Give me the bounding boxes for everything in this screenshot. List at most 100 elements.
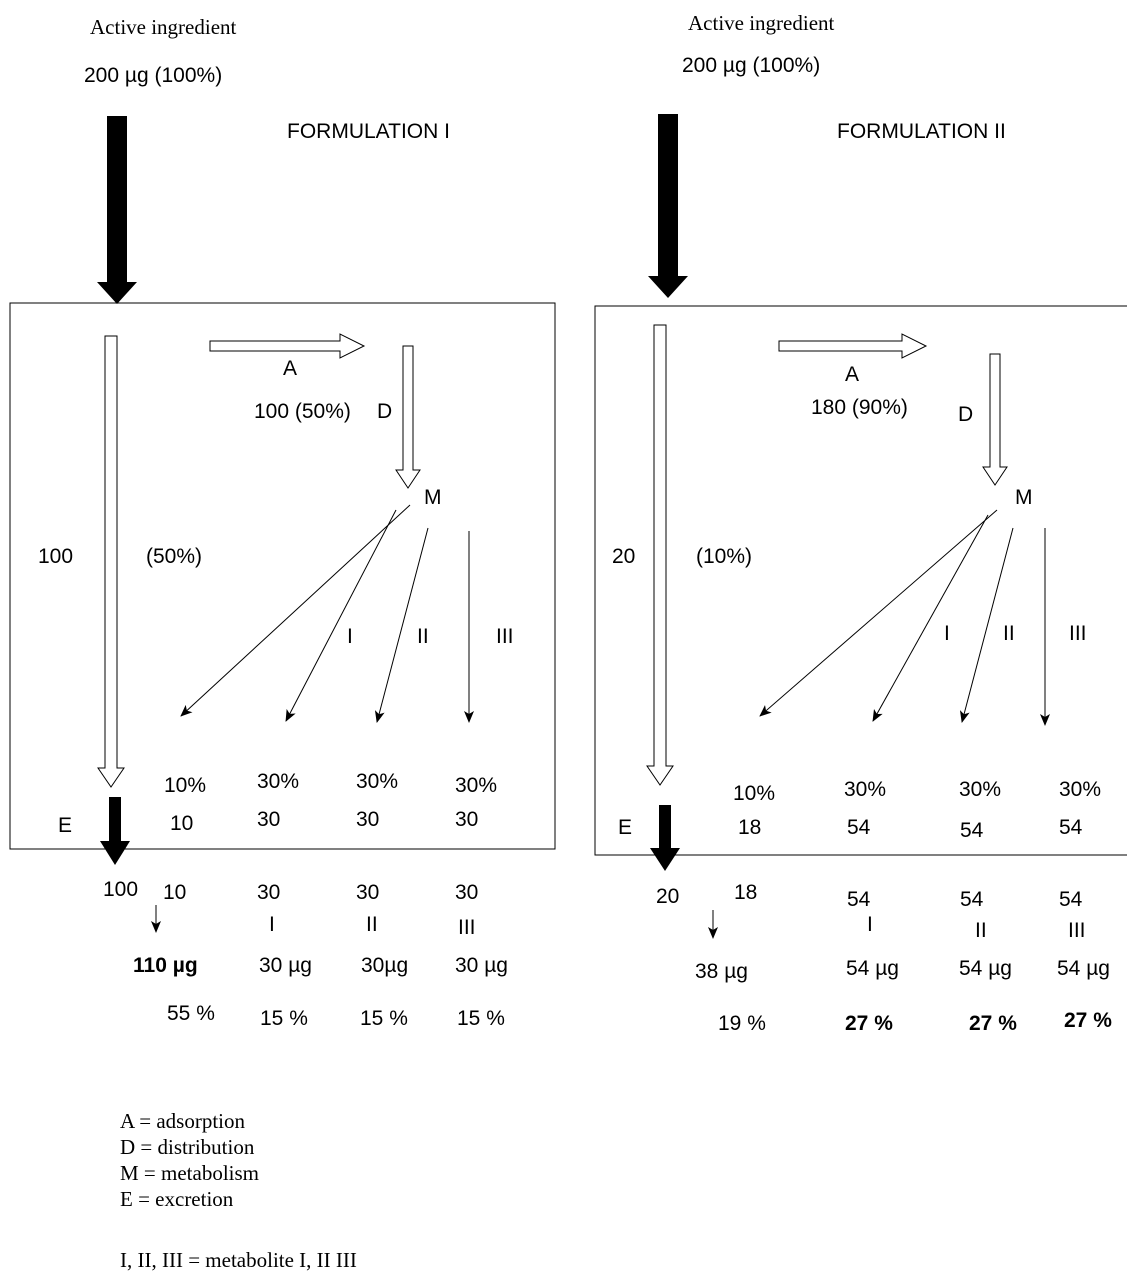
metabolism-arrow-i-i (285, 509, 397, 722)
metabolite-label-ii-ii: II (1003, 622, 1015, 645)
box-amt-i: 30 (257, 808, 280, 831)
out-amt-ii: 18 (734, 881, 757, 904)
total-pct-ii: 27 % (845, 1012, 893, 1035)
a-label-i: A (283, 357, 297, 380)
e-label-ii: E (618, 816, 632, 839)
body-box-i (9, 302, 556, 850)
direct-pct-i: (50%) (146, 545, 202, 568)
input-arrow-i (97, 116, 137, 304)
direct-pass-arrow-i (97, 335, 125, 788)
distribution-arrow-ii (982, 353, 1008, 486)
box-amt-i: 30 (455, 808, 478, 831)
out-metabolite-label-ii: II (975, 919, 987, 942)
excretion-arrow-i (100, 797, 130, 865)
out-amt-i: 30 (257, 881, 280, 904)
out-metabolite-label-i: I (269, 913, 275, 936)
excretion-arrow-ii (650, 805, 680, 871)
dose-label-ii: 200 µg (100%) (682, 54, 820, 77)
box-amt-i: 10 (170, 812, 193, 835)
direct-amount-ii: 20 (612, 545, 635, 568)
out-direct-ii: 20 (656, 885, 679, 908)
total-metabolite-iii-ii: 54 µg (1057, 957, 1110, 980)
a-value-i: 100 (50%) (254, 400, 351, 423)
out-amt-ii: 54 (847, 888, 871, 911)
box-amt-ii: 54 (1059, 816, 1083, 839)
absorption-arrow-i (209, 333, 366, 359)
legend-item: D = distribution (120, 1135, 255, 1159)
distribution-arrow-i (395, 345, 421, 489)
box-pct-ii: 30% (1059, 778, 1101, 801)
total-pct-i: 15 % (260, 1007, 308, 1030)
input-arrow-ii (648, 114, 688, 298)
formulation-ii: Active ingredient 200 µg (100%) FORMULAT… (594, 11, 1127, 1035)
box-pct-i: 30% (257, 770, 299, 793)
out-amt-i: 30 (455, 881, 478, 904)
out-direct-i: 100 (103, 878, 138, 901)
metabolism-arrow-ii-ii (959, 527, 1014, 723)
out-metabolite-label-ii: I (867, 913, 873, 936)
m-label-i: M (424, 486, 442, 509)
box-pct-i: 30% (356, 770, 398, 793)
d-label-i: D (377, 400, 392, 423)
out-metabolite-label-i: III (458, 916, 476, 939)
dose-label-i: 200 µg (100%) (84, 64, 222, 87)
active-ingredient-label-ii: Active ingredient (688, 11, 835, 35)
m-label-ii: M (1015, 486, 1033, 509)
total-pct-ii: 19 % (718, 1012, 766, 1035)
out-amt-i: 30 (356, 881, 379, 904)
total-excreted-ii: 38 µg (695, 960, 748, 983)
body-box-ii (594, 305, 1127, 856)
metabolite-label-ii-i: II (417, 625, 429, 648)
total-metabolite-ii-ii: 54 µg (959, 957, 1012, 980)
active-ingredient-label-i: Active ingredient (90, 15, 237, 39)
box-amt-ii: 54 (960, 819, 984, 842)
absorption-arrow-ii (778, 333, 928, 359)
box-amt-ii: 54 (847, 816, 871, 839)
legend-item: E = excretion (120, 1187, 234, 1211)
direct-pct-ii: (10%) (696, 545, 752, 568)
box-amt-ii: 18 (738, 816, 761, 839)
e-label-i: E (58, 814, 72, 837)
total-pct-i: 15 % (457, 1007, 505, 1030)
out-amt-ii: 54 (1059, 888, 1083, 911)
out-metabolite-label-i: II (366, 913, 378, 936)
total-metabolite-i: 30 µg (259, 954, 312, 977)
formulation-title-ii: FORMULATION II (837, 120, 1006, 143)
legend-item: M = metabolism (120, 1161, 260, 1185)
metabolite-label-iii-i: III (496, 625, 514, 648)
box-pct-i: 30% (455, 774, 497, 797)
formulation-title-i: FORMULATION I (287, 120, 450, 143)
total-pct-ii: 27 % (1064, 1009, 1112, 1032)
metabolism-arrow-excreted-i (180, 504, 411, 717)
total-pct-i: 15 % (360, 1007, 408, 1030)
metabolite-note: I, II, III = metabolite I, II III (120, 1248, 357, 1272)
total-metabolite-ii: 30µg (361, 954, 408, 977)
total-pct-i: 55 % (167, 1002, 215, 1025)
metabolite-label-iii-ii: III (1069, 622, 1087, 645)
direct-pass-arrow-ii (646, 324, 674, 786)
a-label-ii: A (845, 363, 859, 386)
out-amt-i: 10 (163, 881, 186, 904)
out-amt-ii: 54 (960, 888, 984, 911)
legend: A = adsorption D = distribution M = meta… (120, 1108, 259, 1212)
box-pct-ii: 10% (733, 782, 775, 805)
total-excreted-i: 110 µg (133, 954, 198, 977)
metabolite-label-i-i: I (347, 625, 353, 648)
a-value-ii: 180 (90%) (811, 396, 908, 419)
legend-item: A = adsorption (120, 1109, 246, 1133)
d-label-ii: D (958, 403, 973, 426)
box-pct-ii: 30% (959, 778, 1001, 801)
total-metabolite-iii: 30 µg (455, 954, 508, 977)
metabolism-arrow-excreted-ii (759, 509, 998, 717)
formulation-i: Active ingredient 200 µg (100%) FORMULAT… (9, 15, 556, 1030)
total-pct-ii: 27 % (969, 1012, 1017, 1035)
metabolism-arrow-i-ii (872, 514, 989, 722)
box-amt-i: 30 (356, 808, 379, 831)
box-pct-i: 10% (164, 774, 206, 797)
metabolism-arrow-ii-i (374, 527, 429, 723)
out-metabolite-label-ii: III (1068, 919, 1086, 942)
box-pct-ii: 30% (844, 778, 886, 801)
direct-amount-i: 100 (38, 545, 73, 568)
metabolite-label-i-ii: I (944, 622, 950, 645)
